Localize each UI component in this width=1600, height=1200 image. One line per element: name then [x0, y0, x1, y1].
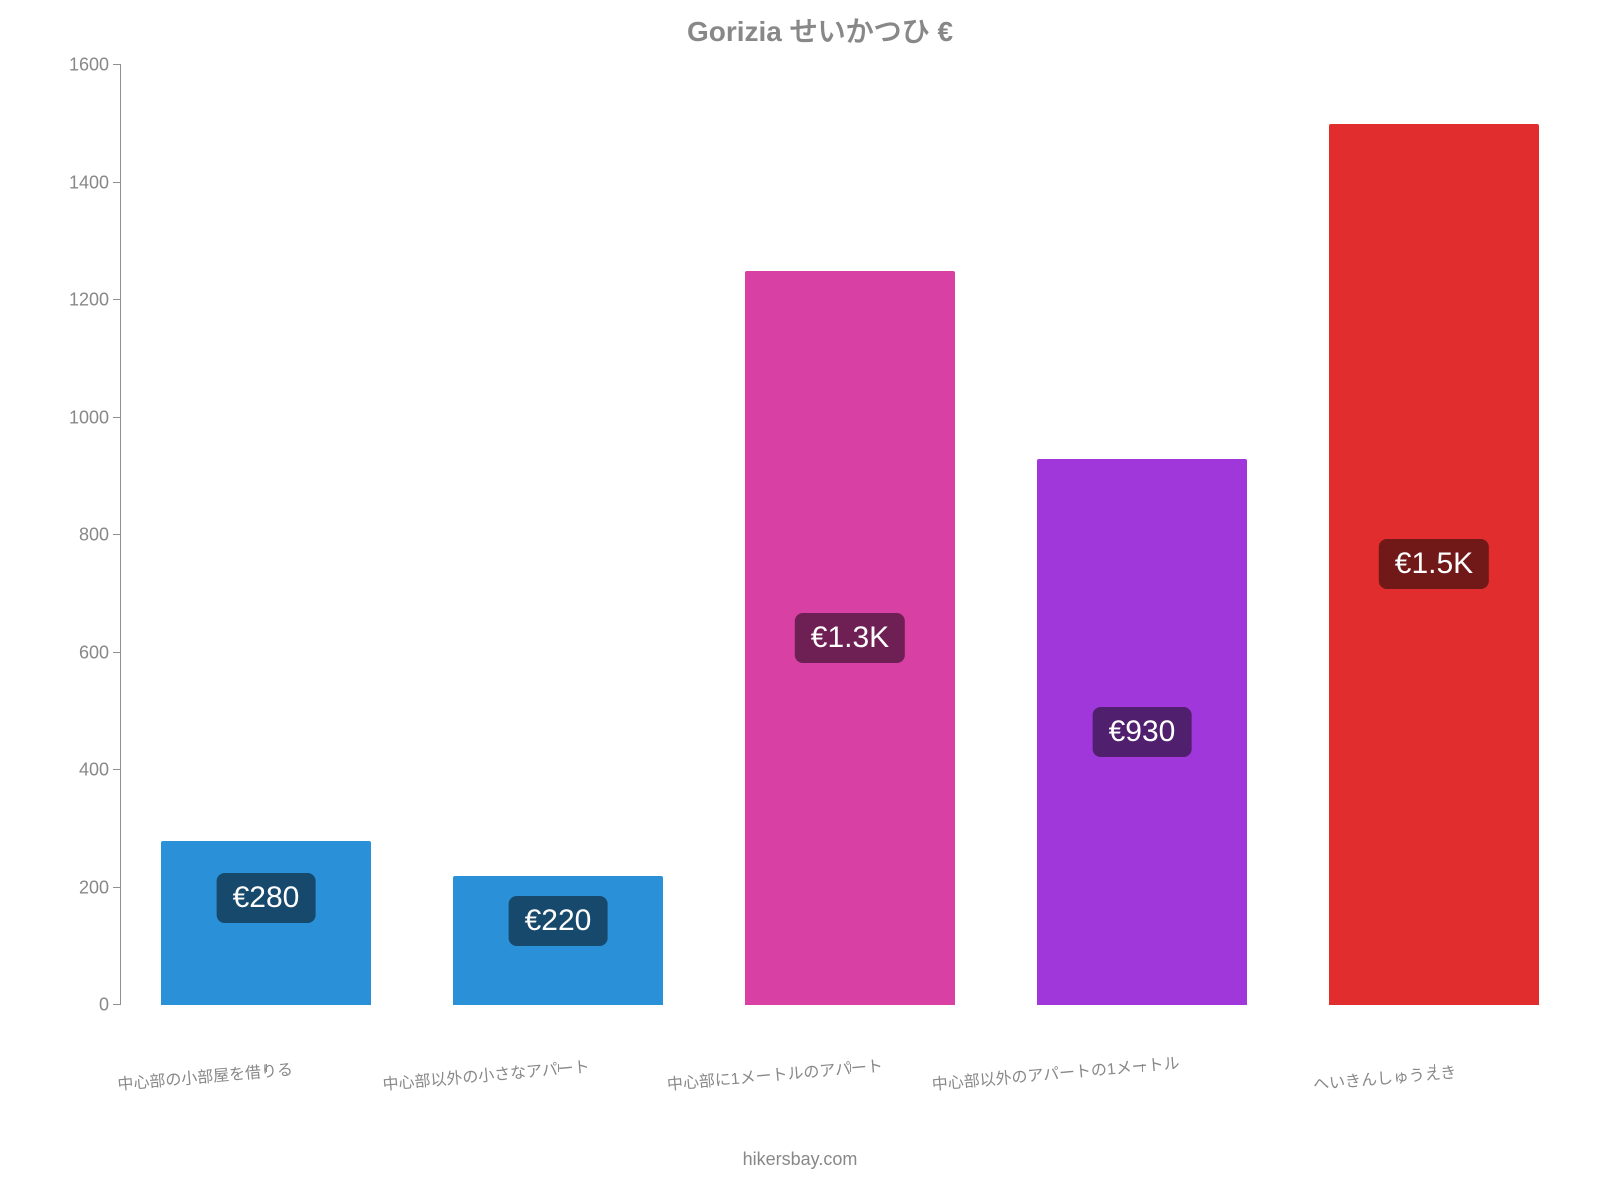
x-axis-labels: 中心部の小部屋を借りる中心部以外の小さなアパート中心部に1メートルのアパート中心…: [120, 1065, 1580, 1115]
y-axis-label: 200: [79, 877, 121, 898]
y-axis-label: 800: [79, 525, 121, 546]
y-axis-label: 1600: [69, 55, 121, 76]
y-axis-label: 400: [79, 760, 121, 781]
bar: €280: [161, 841, 371, 1006]
y-axis-label: 600: [79, 642, 121, 663]
bar-slot: €930: [996, 65, 1288, 1005]
bar-slot: €1.3K: [704, 65, 996, 1005]
y-axis-label: 1400: [69, 172, 121, 193]
bar: €930: [1037, 459, 1247, 1005]
bar-value-badge: €1.3K: [795, 613, 905, 663]
bar-slot: €280: [120, 65, 412, 1005]
bar-slot: €220: [412, 65, 704, 1005]
bar-value-badge: €280: [217, 873, 316, 923]
x-label-slot: 中心部以外のアパートの1メートル: [996, 1065, 1288, 1115]
x-axis-label: 中心部以外のアパートの1メートル: [931, 1049, 1181, 1095]
x-label-slot: へいきんしゅうえき: [1288, 1065, 1580, 1115]
x-axis-label: 中心部に1メートルのアパート: [666, 1052, 884, 1095]
bar: €1.3K: [745, 271, 955, 1005]
x-axis-label: 中心部の小部屋を借りる: [116, 1056, 293, 1095]
y-axis-label: 1200: [69, 290, 121, 311]
bar: €1.5K: [1329, 124, 1539, 1005]
x-axis-label: 中心部以外の小さなアパート: [381, 1053, 590, 1095]
x-label-slot: 中心部の小部屋を借りる: [120, 1065, 412, 1115]
source-attribution: hikersbay.com: [743, 1149, 858, 1170]
x-axis-label: へいきんしゅうえき: [1312, 1058, 1457, 1094]
y-axis-label: 0: [99, 995, 121, 1016]
bar-value-badge: €1.5K: [1379, 539, 1489, 589]
cost-of-living-chart: Gorizia せいかつひ € 0 200 400 600 800 1000 1200 140…: [60, 10, 1580, 1060]
bar: €220: [453, 876, 663, 1005]
bars-area: €280 €220 €1.3K €930 €1.5K: [120, 65, 1580, 1005]
y-axis-label: 1000: [69, 407, 121, 428]
bar-value-badge: €930: [1093, 707, 1192, 757]
x-label-slot: 中心部以外の小さなアパート: [412, 1065, 704, 1115]
bar-slot: €1.5K: [1288, 65, 1580, 1005]
bar-value-badge: €220: [509, 896, 608, 946]
chart-title: Gorizia せいかつひ €: [60, 10, 1580, 50]
